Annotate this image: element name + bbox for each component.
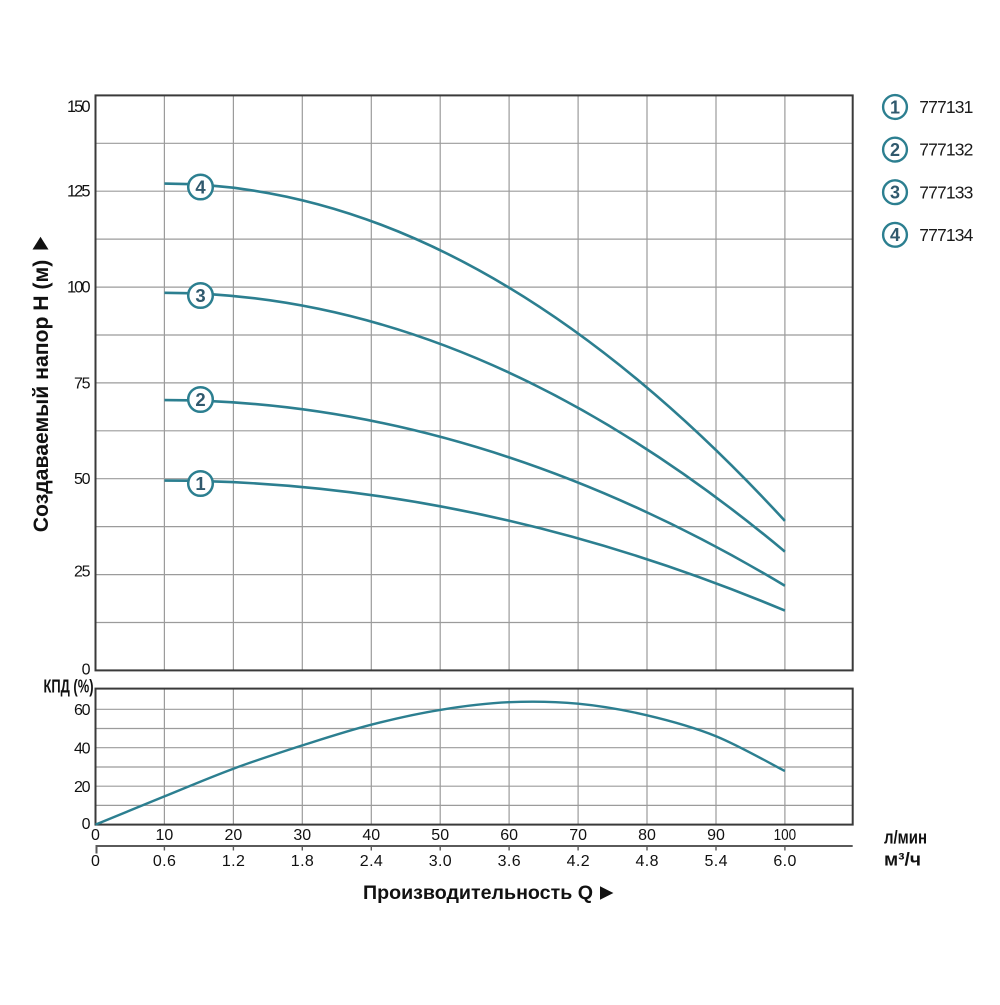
- svg-text:80: 80: [638, 827, 656, 844]
- svg-text:2.4: 2.4: [360, 853, 383, 870]
- svg-text:3.6: 3.6: [498, 853, 521, 870]
- svg-text:50: 50: [74, 471, 91, 488]
- svg-text:70: 70: [569, 827, 587, 844]
- svg-text:25: 25: [74, 564, 91, 581]
- svg-text:40: 40: [74, 740, 91, 757]
- svg-text:0: 0: [82, 816, 91, 833]
- svg-text:125: 125: [67, 183, 91, 201]
- svg-text:4.2: 4.2: [567, 853, 590, 870]
- svg-text:КПД (%): КПД (%): [44, 676, 94, 696]
- svg-text:4: 4: [195, 177, 206, 198]
- svg-text:0: 0: [91, 853, 100, 870]
- svg-text:1.2: 1.2: [222, 853, 245, 870]
- svg-text:2: 2: [890, 140, 900, 160]
- svg-text:60: 60: [74, 702, 91, 719]
- svg-text:3.0: 3.0: [429, 853, 452, 870]
- svg-text:10: 10: [156, 827, 174, 844]
- svg-text:75: 75: [74, 375, 91, 392]
- svg-text:100: 100: [774, 827, 797, 844]
- svg-text:0.6: 0.6: [153, 853, 176, 870]
- svg-text:777134: 777134: [919, 225, 973, 245]
- svg-text:20: 20: [74, 779, 91, 796]
- svg-text:150: 150: [67, 98, 91, 116]
- svg-text:5.4: 5.4: [705, 853, 728, 870]
- svg-text:4: 4: [890, 225, 900, 245]
- svg-text:777133: 777133: [919, 182, 973, 202]
- svg-text:л/мин: л/мин: [884, 828, 927, 848]
- svg-text:1: 1: [890, 97, 900, 117]
- svg-text:2: 2: [195, 389, 205, 410]
- svg-text:4.8: 4.8: [636, 853, 659, 870]
- svg-text:3: 3: [890, 183, 900, 203]
- svg-text:777132: 777132: [919, 140, 973, 160]
- svg-text:20: 20: [225, 827, 243, 844]
- svg-text:1.8: 1.8: [291, 853, 314, 870]
- svg-text:0: 0: [82, 662, 91, 679]
- svg-text:Создаваемый напор H (м): Создаваемый напор H (м): [30, 260, 53, 533]
- svg-text:40: 40: [362, 827, 380, 844]
- svg-text:60: 60: [500, 827, 518, 844]
- svg-text:100: 100: [67, 279, 91, 297]
- svg-text:0: 0: [91, 827, 100, 844]
- svg-text:м³/ч: м³/ч: [884, 850, 921, 870]
- svg-text:777131: 777131: [919, 97, 973, 117]
- svg-text:50: 50: [431, 827, 449, 844]
- svg-text:1: 1: [195, 473, 205, 494]
- svg-text:90: 90: [707, 827, 725, 844]
- svg-text:6.0: 6.0: [773, 853, 796, 870]
- svg-text:Производительность Q: Производительность Q: [363, 882, 593, 904]
- svg-text:3: 3: [195, 285, 205, 306]
- svg-text:30: 30: [293, 827, 311, 844]
